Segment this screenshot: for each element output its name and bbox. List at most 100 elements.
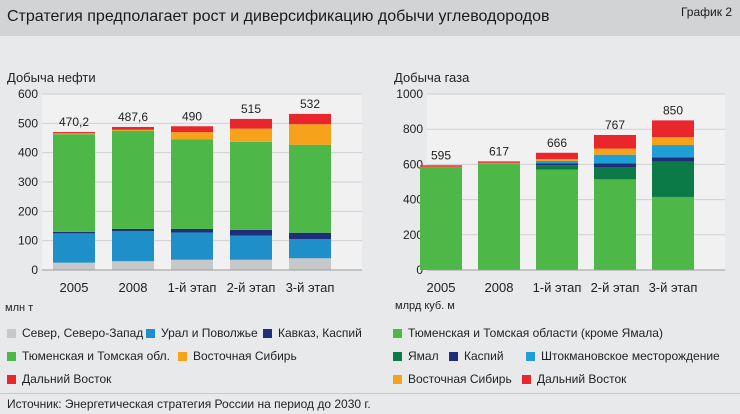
bar-segment (53, 233, 95, 262)
legend-oil-east-siberia: Восточная Сибирь (178, 349, 297, 363)
bar-segment (289, 233, 331, 239)
bar-segment (289, 258, 331, 270)
total-label: 490 (182, 109, 202, 123)
bar-segment (171, 126, 213, 132)
legend-gas-east-siberia: Восточная Сибирь (393, 372, 512, 386)
y-tick-label: 300 (18, 175, 38, 189)
bar-segment (112, 231, 154, 261)
legend-gas-shtokman: Штокмановское месторождение (526, 349, 720, 363)
chart-title: Стратегия предполагает рост и диверсифик… (7, 8, 549, 26)
bar-segment (53, 263, 95, 270)
bar-segment (289, 239, 331, 258)
bar-segment (652, 137, 694, 145)
title-bar: Стратегия предполагает рост и диверсифик… (0, 0, 740, 36)
bar-segment (652, 157, 694, 161)
x-tick-label: 2008 (485, 280, 514, 295)
legend-gas-tyumen: Тюменская и Томская области (кроме Ямала… (393, 326, 663, 340)
legend-gas-yamal: Ямал (393, 349, 439, 363)
legend-label: Восточная Сибирь (193, 349, 297, 363)
bar-segment (289, 124, 331, 145)
legend-swatch (526, 352, 535, 361)
source-text: Источник: Энергетическая стратегия Росси… (7, 397, 371, 411)
bar-segment (53, 134, 95, 232)
bar-segment (536, 170, 578, 270)
bar-segment (478, 163, 520, 164)
bar-segment (594, 149, 636, 155)
y-tick-label: 600 (18, 87, 38, 101)
legend-swatch (393, 352, 402, 361)
y-tick-label: 1000 (396, 87, 423, 101)
bar-segment (536, 164, 578, 166)
x-tick-label: 2-й этап (227, 280, 276, 295)
legend-label: Урал и Поволжье (161, 326, 258, 340)
bar-segment (536, 153, 578, 159)
y-tick-label: 800 (403, 122, 423, 136)
bar-segment (230, 260, 272, 270)
y-tick-label: 200 (18, 204, 38, 218)
legend-label: Тюменская и Томская области (кроме Ямала… (408, 326, 663, 340)
x-tick-label: 2008 (119, 280, 148, 295)
y-tick-label: 400 (18, 146, 38, 160)
legend-label: Восточная Сибирь (408, 372, 512, 386)
total-label: 850 (663, 103, 683, 117)
x-tick-label: 1-й этап (533, 280, 582, 295)
bar-segment (652, 145, 694, 157)
bar-segment (112, 130, 154, 131)
total-label: 617 (489, 144, 509, 158)
bar-segment (112, 127, 154, 130)
bar-segment (536, 161, 578, 164)
bar-segment (594, 167, 636, 179)
bar-segment (53, 133, 95, 134)
bar-segment (289, 145, 331, 233)
bar-segment (420, 167, 462, 270)
total-label: 515 (241, 102, 261, 116)
legend-swatch (146, 329, 155, 338)
bar-segment (171, 232, 213, 259)
legend-swatch (178, 352, 187, 361)
legend-swatch (449, 352, 458, 361)
bar-segment (112, 229, 154, 231)
legend-label: Север, Северо-Запад (22, 326, 143, 340)
x-tick-label: 1-й этап (168, 280, 217, 295)
bar-segment (230, 119, 272, 129)
oil-chart: 0100200300400500600470,22005487,62008490… (0, 82, 370, 297)
chart-tag: График 2 (681, 5, 732, 19)
legend-label: Ямал (408, 349, 439, 363)
bar-segment (230, 230, 272, 236)
source-bar: Источник: Энергетическая стратегия Росси… (0, 393, 740, 414)
bar-segment (536, 165, 578, 169)
bar-segment (112, 131, 154, 229)
legend-label: Дальний Восток (537, 372, 626, 386)
bar-segment (171, 229, 213, 233)
y-tick-label: 500 (18, 116, 38, 130)
legend-oil-tyumen: Тюменская и Томская обл. (7, 349, 170, 363)
bar-segment (112, 261, 154, 270)
bar-segment (289, 114, 331, 124)
x-tick-label: 2-й этап (591, 280, 640, 295)
bar-segment (53, 232, 95, 233)
legend-oil-north: Север, Северо-Запад (7, 326, 143, 340)
total-label: 470,2 (59, 115, 89, 129)
bar-segment (594, 164, 636, 168)
bar-segment (171, 139, 213, 228)
total-label: 532 (300, 97, 320, 111)
bar-segment (230, 142, 272, 230)
bar-segment (171, 132, 213, 139)
bar-segment (478, 161, 520, 162)
legend-gas-caspian: Каспий (449, 349, 504, 363)
bar-segment (652, 120, 694, 137)
legend-label: Кавказ, Каспий (278, 326, 362, 340)
x-tick-label: 3-й этап (649, 280, 698, 295)
legend-swatch (393, 375, 402, 384)
bar-segment (652, 162, 694, 197)
total-label: 666 (547, 136, 567, 150)
legend-swatch (7, 375, 16, 384)
x-tick-label: 2005 (60, 280, 89, 295)
legend-oil-caucasus: Кавказ, Каспий (263, 326, 362, 340)
legend-oil-ural: Урал и Поволжье (146, 326, 258, 340)
bar-segment (53, 132, 95, 133)
legend-swatch (393, 329, 402, 338)
legend-swatch (7, 352, 16, 361)
bar-segment (230, 129, 272, 142)
